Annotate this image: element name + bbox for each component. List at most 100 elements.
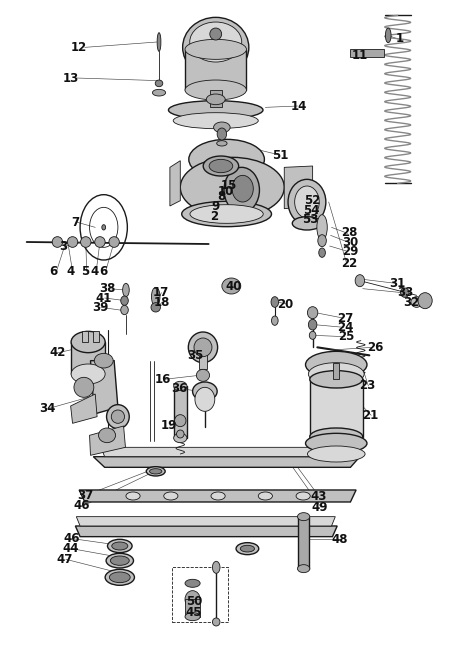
Ellipse shape [176, 430, 184, 438]
Ellipse shape [258, 492, 273, 500]
Ellipse shape [102, 224, 106, 230]
Ellipse shape [355, 275, 365, 287]
Bar [299, 516, 309, 568]
Ellipse shape [310, 371, 363, 388]
Ellipse shape [94, 353, 113, 368]
Ellipse shape [210, 28, 222, 40]
Polygon shape [71, 394, 97, 424]
Ellipse shape [185, 613, 200, 621]
Text: 50: 50 [186, 595, 203, 609]
Text: 13: 13 [63, 72, 79, 86]
Ellipse shape [185, 579, 200, 587]
Text: 2: 2 [210, 210, 219, 223]
Polygon shape [76, 516, 335, 526]
Bar [333, 363, 339, 379]
Ellipse shape [106, 553, 134, 568]
Ellipse shape [180, 158, 284, 217]
Ellipse shape [126, 492, 140, 500]
Ellipse shape [236, 542, 259, 554]
Ellipse shape [188, 332, 218, 363]
Ellipse shape [123, 283, 129, 297]
Text: 49: 49 [312, 501, 328, 514]
Text: 48: 48 [332, 533, 348, 546]
Polygon shape [101, 448, 354, 457]
Text: 23: 23 [359, 379, 375, 393]
Text: 43: 43 [310, 490, 327, 503]
Ellipse shape [310, 331, 316, 339]
Ellipse shape [52, 236, 63, 247]
Ellipse shape [71, 331, 105, 353]
Ellipse shape [206, 94, 225, 105]
Ellipse shape [173, 434, 187, 443]
Ellipse shape [309, 319, 317, 330]
Ellipse shape [196, 369, 210, 381]
Ellipse shape [298, 564, 310, 572]
Ellipse shape [174, 415, 186, 427]
Ellipse shape [190, 22, 242, 62]
Bar [71, 342, 105, 374]
Text: 6: 6 [49, 265, 58, 278]
Text: 20: 20 [277, 297, 293, 311]
Ellipse shape [308, 446, 365, 462]
Text: 35: 35 [187, 349, 204, 362]
Polygon shape [350, 49, 383, 57]
Ellipse shape [214, 122, 230, 133]
Text: 5: 5 [81, 265, 89, 278]
Ellipse shape [310, 428, 363, 446]
Polygon shape [75, 526, 337, 536]
Text: 17: 17 [152, 286, 169, 299]
Ellipse shape [418, 293, 432, 309]
Ellipse shape [146, 467, 165, 476]
Text: 46: 46 [74, 500, 90, 512]
Text: 14: 14 [290, 100, 307, 112]
Ellipse shape [173, 381, 187, 391]
Ellipse shape [306, 351, 367, 378]
Ellipse shape [189, 140, 264, 179]
Ellipse shape [203, 156, 238, 176]
Text: 11: 11 [352, 49, 368, 62]
Ellipse shape [108, 539, 132, 552]
Ellipse shape [411, 297, 422, 307]
Text: 45: 45 [185, 606, 202, 619]
Bar [93, 331, 99, 342]
Text: 40: 40 [225, 279, 241, 293]
Ellipse shape [109, 572, 130, 582]
Ellipse shape [194, 338, 212, 357]
Ellipse shape [217, 141, 227, 146]
Ellipse shape [190, 204, 263, 223]
Bar [185, 599, 200, 617]
Ellipse shape [319, 248, 325, 257]
Text: 4: 4 [66, 265, 75, 278]
Ellipse shape [99, 428, 116, 443]
Ellipse shape [401, 288, 409, 297]
Bar [199, 347, 207, 369]
Text: 7: 7 [71, 216, 80, 228]
Ellipse shape [157, 33, 161, 51]
Text: 1: 1 [396, 32, 404, 45]
Text: 19: 19 [161, 420, 177, 432]
Ellipse shape [296, 492, 310, 500]
Text: 16: 16 [155, 373, 172, 386]
Ellipse shape [318, 234, 326, 246]
Polygon shape [93, 457, 360, 468]
Ellipse shape [67, 236, 78, 247]
Text: 29: 29 [342, 245, 359, 258]
Text: 30: 30 [342, 236, 358, 248]
Ellipse shape [272, 316, 278, 325]
Ellipse shape [308, 307, 318, 319]
Text: 39: 39 [92, 301, 108, 314]
Text: 37: 37 [77, 489, 93, 502]
Ellipse shape [195, 387, 215, 411]
Ellipse shape [385, 28, 391, 43]
Text: 53: 53 [302, 213, 319, 226]
Text: 42: 42 [49, 346, 65, 359]
Text: 8: 8 [217, 190, 225, 203]
Text: 52: 52 [304, 194, 321, 207]
Ellipse shape [298, 512, 310, 520]
Ellipse shape [212, 561, 220, 573]
Ellipse shape [222, 278, 241, 294]
Ellipse shape [211, 492, 225, 500]
Ellipse shape [112, 542, 128, 550]
Text: 54: 54 [303, 204, 320, 216]
Bar [210, 90, 222, 108]
